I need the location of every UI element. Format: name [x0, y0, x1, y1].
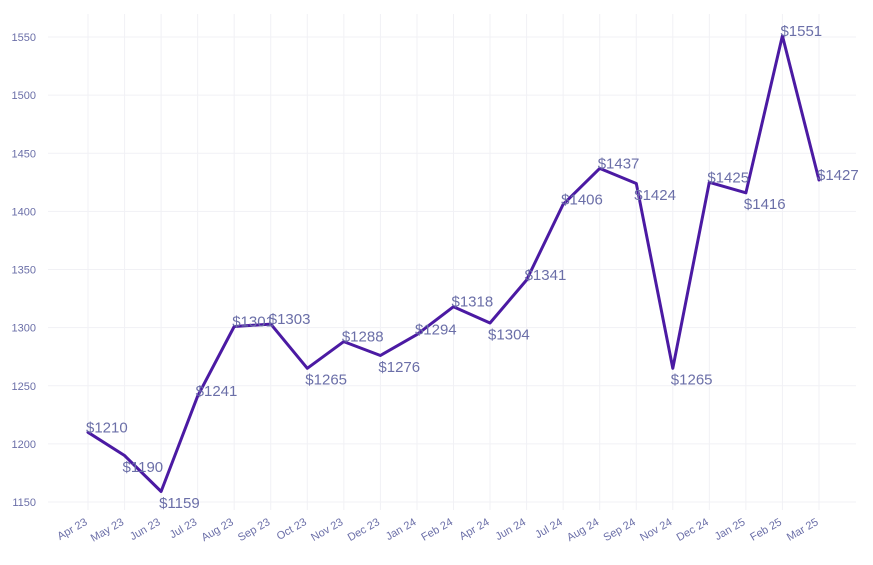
data-label: $1265 — [671, 372, 713, 389]
data-label: $1425 — [707, 169, 749, 186]
grid — [48, 14, 856, 510]
x-tick-label: Feb 24 — [419, 516, 455, 544]
x-tick-label: Nov 23 — [309, 516, 345, 544]
y-tick-label: 1550 — [12, 32, 36, 44]
y-tick-label: 1500 — [12, 90, 36, 102]
data-label: $1341 — [525, 267, 567, 284]
data-label: $1276 — [378, 359, 420, 376]
data-labels: $1210 $1190 $1159 $1241 $1301$1303 $1265 $1288… — [86, 23, 859, 512]
data-label: $1304 — [488, 326, 530, 343]
data-label: $1424 — [634, 187, 676, 204]
x-tick-label: Aug 23 — [199, 516, 235, 544]
x-tick-label: Apr 23 — [55, 516, 89, 543]
data-label: $1159 — [159, 495, 200, 512]
x-tick-label: Jul 23 — [168, 516, 199, 541]
data-label: $1210 — [86, 419, 128, 436]
y-tick-label: 1350 — [12, 265, 36, 277]
y-tick-label: 1250 — [12, 381, 36, 393]
y-tick-label: 1200 — [12, 439, 36, 451]
data-label: $1294 — [415, 322, 457, 339]
x-tick-label: Jan 25 — [713, 516, 748, 543]
x-tick-label: Mar 25 — [785, 516, 821, 544]
y-tick-label: 1450 — [12, 148, 36, 160]
data-label: $1190 — [123, 459, 164, 476]
data-label: $1301 — [232, 313, 274, 330]
series-line — [86, 34, 821, 493]
y-axis-ticks: 1150 1200 1250 1300 1350 1400 1450 1500 1550 — [12, 32, 36, 509]
data-label: $1427 — [817, 167, 859, 184]
data-label: $1437 — [598, 155, 640, 172]
x-tick-label: Aug 24 — [565, 516, 601, 544]
data-label: $1265 — [305, 372, 347, 389]
x-tick-label: Nov 24 — [638, 516, 674, 544]
x-tick-label: Jun 24 — [493, 516, 528, 543]
data-label: $1318 — [452, 294, 494, 311]
data-label: $1406 — [561, 191, 603, 208]
x-tick-label: Feb 25 — [748, 516, 784, 544]
data-label: $1416 — [744, 196, 786, 213]
data-label: $1551 — [780, 23, 822, 40]
x-tick-label: Jun 23 — [128, 516, 163, 543]
x-tick-label: Jul 24 — [533, 516, 564, 541]
x-tick-label: Sep 24 — [602, 516, 638, 544]
data-label: $1241 — [196, 383, 238, 400]
x-tick-label: Oct 23 — [275, 516, 309, 543]
x-tick-label: May 23 — [89, 516, 126, 544]
y-tick-label: 1300 — [12, 323, 36, 335]
data-label: $1288 — [342, 329, 384, 346]
x-tick-label: Jan 24 — [384, 516, 419, 543]
y-tick-label: 1150 — [12, 497, 36, 509]
x-tick-label: Sep 23 — [236, 516, 272, 544]
x-tick-label: Apr 24 — [457, 516, 491, 543]
x-axis-ticks: Apr 23 May 23 Jun 23 Jul 23 Aug 23 Sep 23 Oct … — [55, 516, 820, 544]
data-label: $1303 — [269, 311, 311, 328]
x-tick-label: Dec 24 — [675, 516, 711, 544]
x-tick-label: Dec 23 — [346, 516, 382, 544]
y-tick-label: 1400 — [12, 206, 36, 218]
